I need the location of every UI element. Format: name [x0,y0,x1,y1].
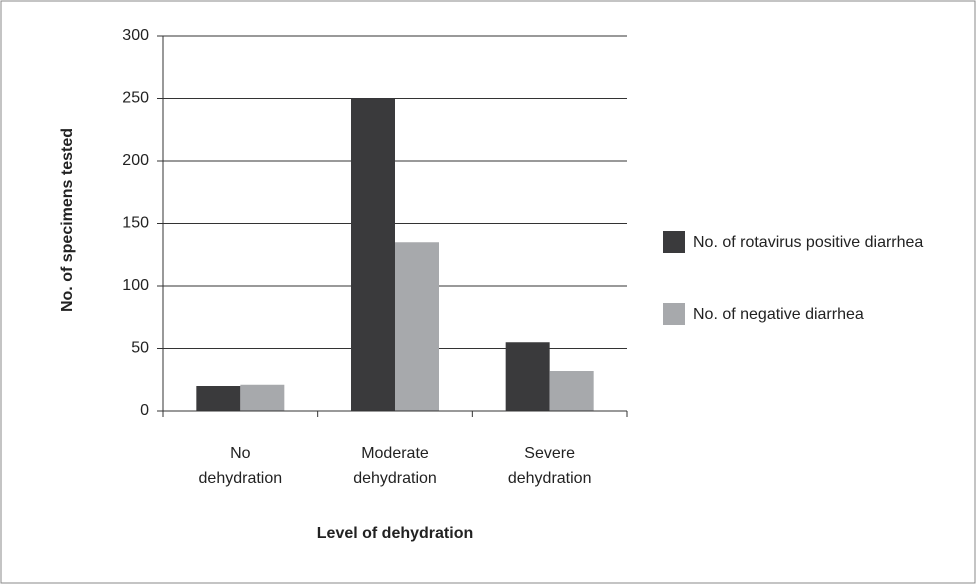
y-tick-label: 100 [122,277,149,294]
y-tick-label: 250 [122,90,149,107]
y-tick-label: 50 [131,340,149,357]
y-axis-title: No. of specimens tested [59,128,76,312]
bar [549,371,594,411]
y-tick-label: 300 [122,27,149,44]
bar [196,386,241,411]
x-tick-label: Severe dehydration [507,445,592,487]
y-tick-label: 0 [140,402,149,419]
x-tick-label: Moderate dehydration [353,445,437,487]
y-tick-label: 150 [122,215,149,232]
legend-swatch [663,303,685,325]
bar [351,98,395,411]
legend-label: No. of rotavirus positive diarrhea [693,234,924,251]
x-tick-label: No dehydration [198,445,283,487]
bar [395,242,439,411]
x-axis-title: Level of dehydration [317,525,473,542]
legend-swatch [663,231,685,253]
bar [505,342,550,411]
bar [240,384,285,411]
legend-label: No. of negative diarrhea [693,306,864,323]
y-tick-label: 200 [122,152,149,169]
